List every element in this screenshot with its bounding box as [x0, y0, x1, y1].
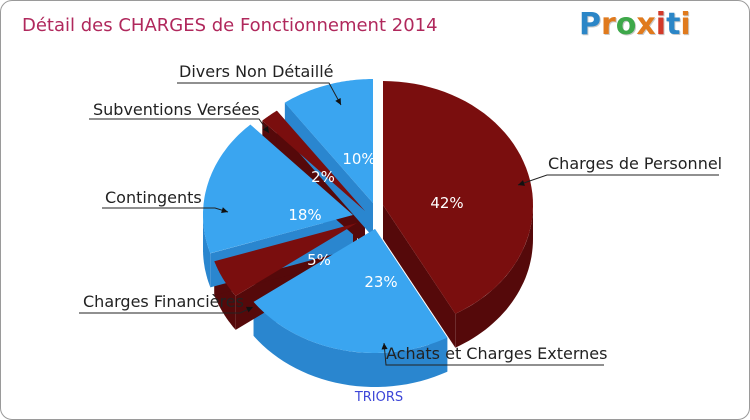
arrowhead: [518, 180, 525, 186]
slice-cut-5: [284, 102, 373, 238]
callouts: Charges de Personnel Achats et Charges Ex…: [79, 62, 722, 366]
arrowhead: [221, 207, 228, 214]
logo-letter: t: [666, 7, 681, 42]
category-label: Subventions Versées: [93, 100, 259, 119]
leader-line: [89, 118, 270, 134]
slice-side-1: [253, 301, 448, 387]
slice-cut-0: [383, 205, 456, 348]
slice-percent-label: 18%: [288, 206, 321, 224]
arrowhead: [262, 126, 269, 133]
logo-letter: x: [636, 7, 656, 42]
slice-percent-label: 5%: [307, 251, 331, 269]
leader-line: [383, 342, 604, 366]
slice-charges-de-personnel[interactable]: [383, 81, 533, 314]
source-label[interactable]: TRIORS: [354, 390, 403, 405]
slice-percent-label: 2%: [311, 168, 335, 186]
slice-achats-et-charges-externes[interactable]: [253, 229, 448, 353]
category-label: Achats et Charges Externes: [386, 344, 607, 363]
arrowhead: [246, 306, 253, 313]
logo-letter: r: [601, 7, 616, 42]
slice-percent-label: 23%: [364, 273, 397, 291]
slice-percent-label: 10%: [342, 150, 375, 168]
slice-side-3: [203, 215, 211, 288]
slice-side-0: [455, 205, 533, 348]
slice-subventions-vers-es[interactable]: [262, 110, 365, 211]
arrowhead: [335, 98, 341, 105]
arrowhead: [381, 343, 388, 350]
category-label: Charges de Personnel: [548, 154, 722, 173]
logo-letter: i: [680, 7, 691, 42]
slice-contingents[interactable]: [203, 124, 353, 254]
logo-letter: o: [615, 7, 637, 42]
chart-title: Détail des CHARGES de Fonctionnement 201…: [22, 15, 438, 36]
category-label: Charges Financières: [83, 292, 244, 311]
logo-letter: i: [655, 7, 667, 42]
proxiti-logo[interactable]: Proxiti: [579, 7, 691, 42]
category-label: Divers Non Détaillé: [179, 62, 333, 81]
pie-tops: [203, 79, 533, 353]
leader-line: [177, 82, 342, 106]
logo-letter: P: [579, 7, 601, 42]
leader-line: [517, 174, 719, 186]
slice-charges-financi-res[interactable]: [214, 223, 357, 296]
slice-percent-label: 42%: [430, 194, 463, 212]
category-label: Contingents: [105, 188, 202, 207]
slice-divers-non-d-taill-[interactable]: [284, 79, 373, 203]
